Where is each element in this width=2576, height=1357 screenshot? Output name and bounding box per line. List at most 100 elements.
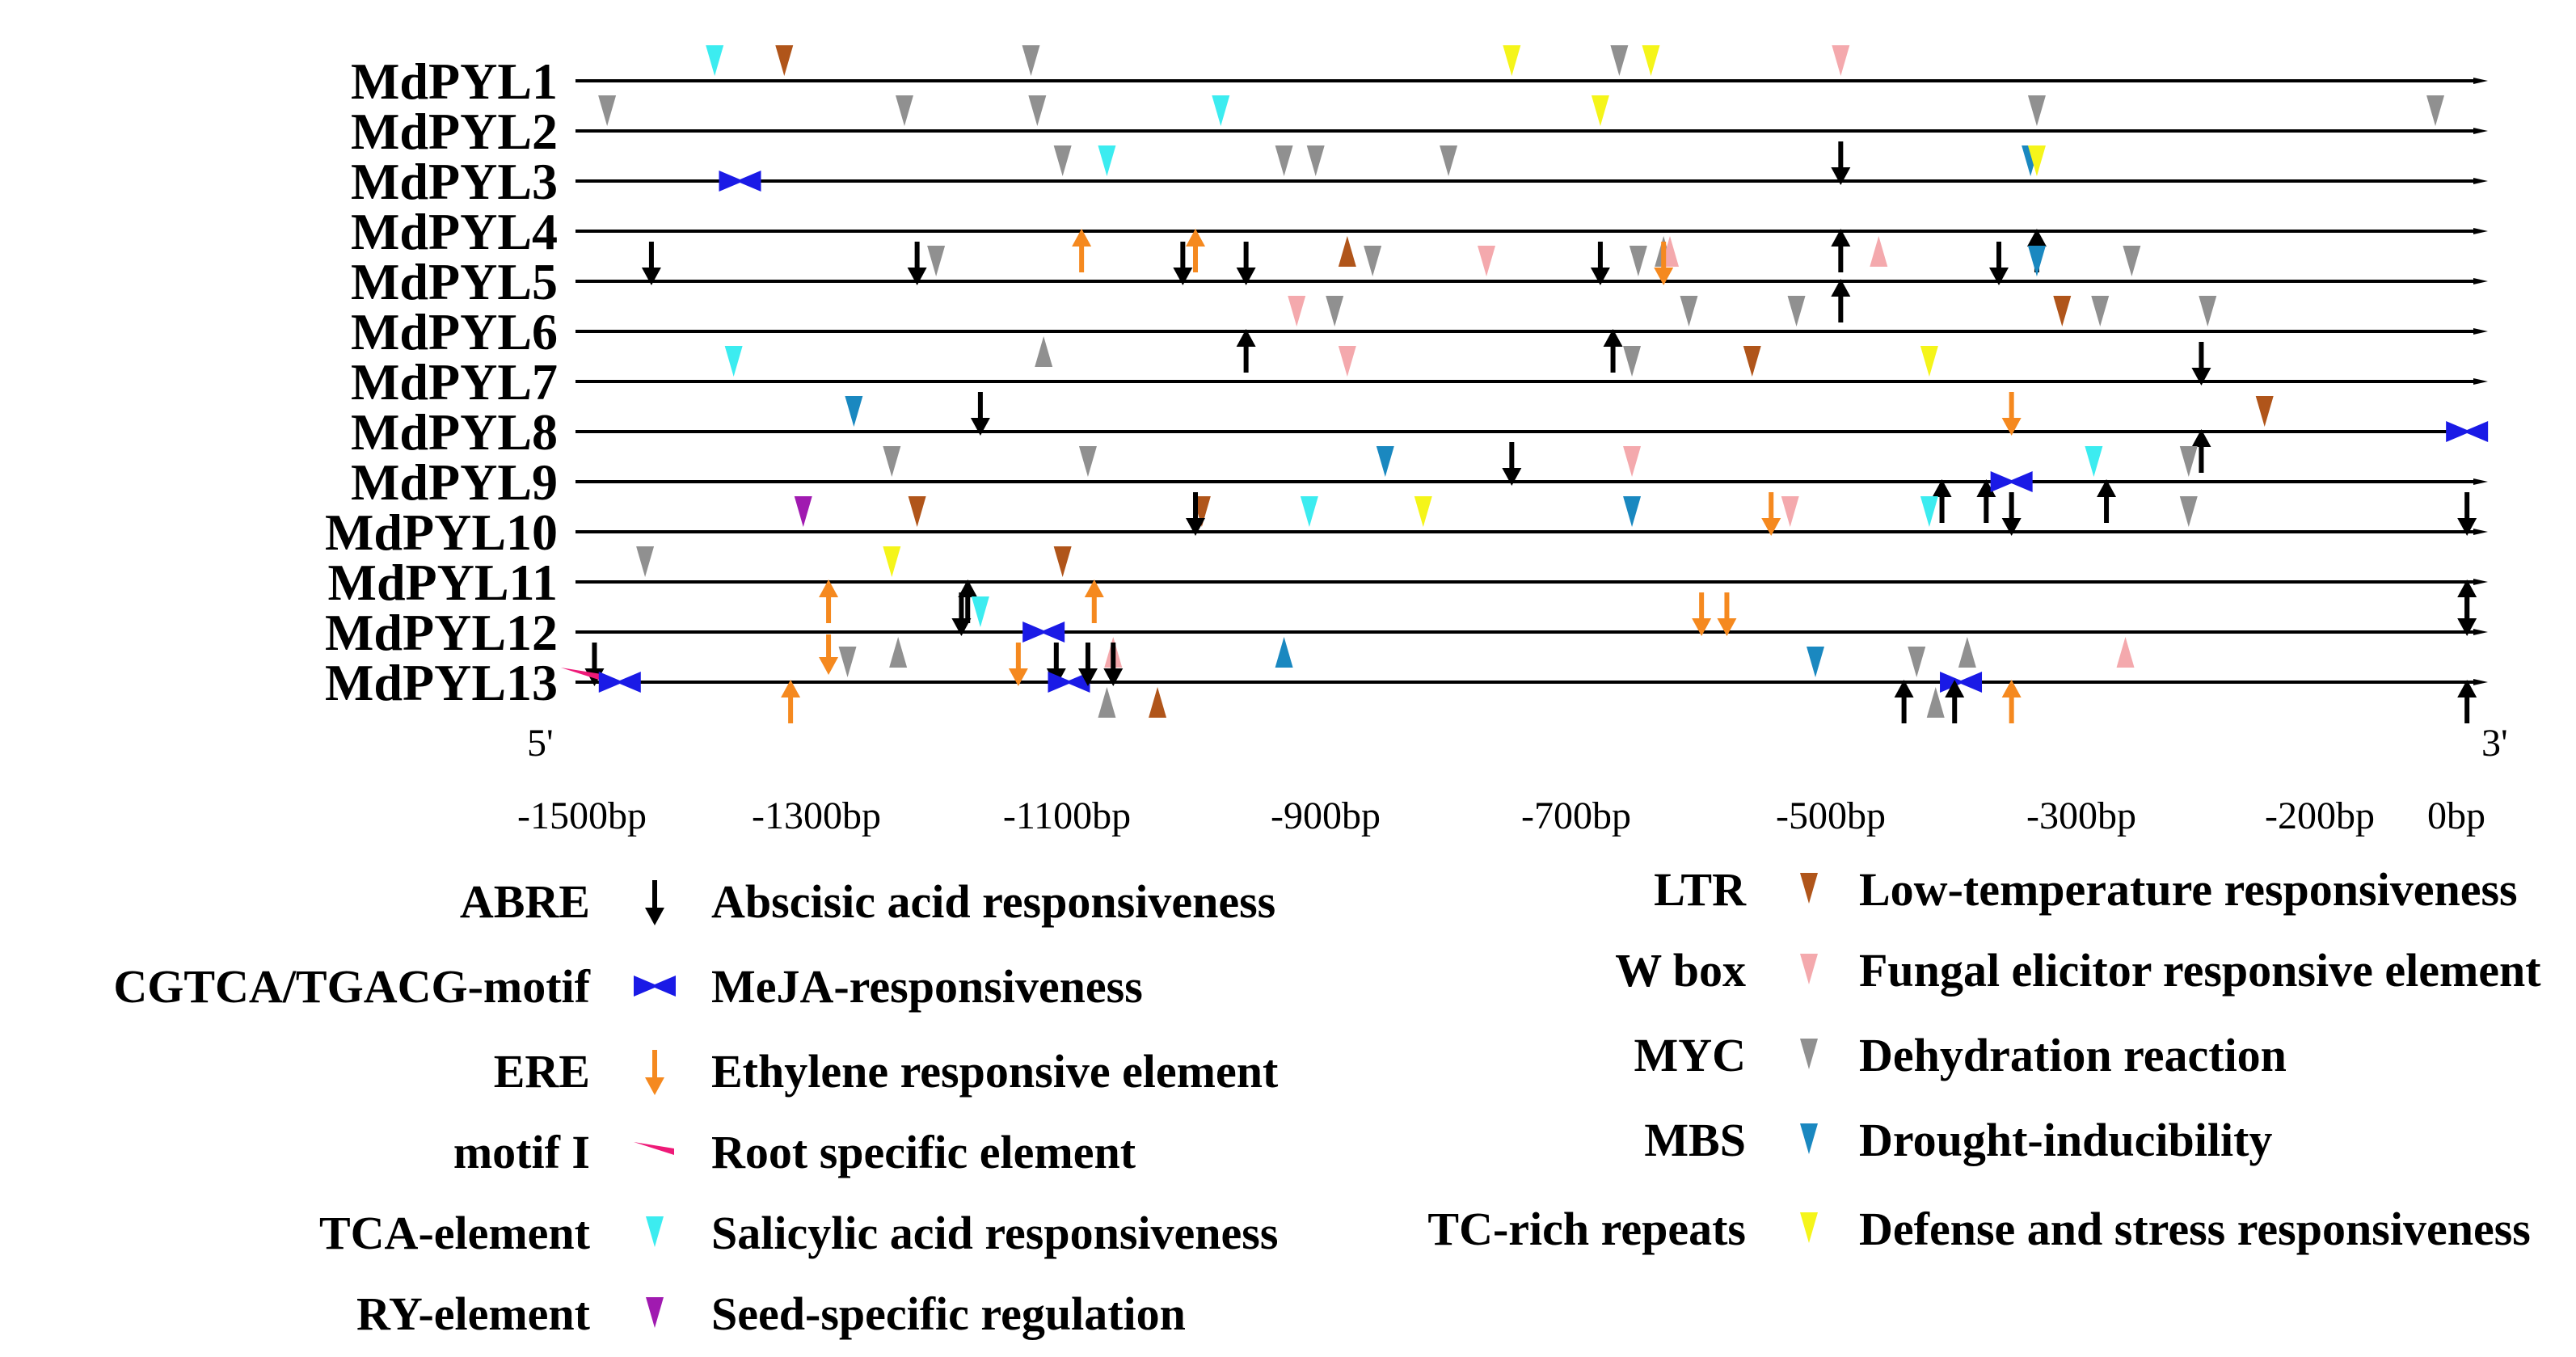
- cis-element-myc: [1078, 446, 1097, 477]
- cis-element-myc: [1958, 637, 1976, 668]
- legend_left-row-abre: ABRE Abscisic acid responsiveness: [460, 875, 1275, 928]
- legend-glyph-tc: [1800, 1212, 1818, 1243]
- cis-element-abre: [1831, 229, 1851, 272]
- axis-tick-label: -500bp: [1776, 794, 1886, 837]
- legend-glyph-cgtca: [634, 976, 676, 997]
- cis-element-myc: [883, 446, 901, 477]
- cis-element-tc: [1642, 45, 1660, 76]
- axis-tick-label: 0bp: [2427, 794, 2485, 837]
- cis-element-ere: [819, 634, 839, 675]
- cis-element-abre: [1077, 643, 1098, 686]
- axis-tick-label: -300bp: [2026, 794, 2136, 837]
- gene-label: MdPYL5: [351, 253, 558, 310]
- cis-element-tca: [1212, 95, 1230, 126]
- cis-element-myc: [1275, 145, 1293, 176]
- gene-label: MdPYL6: [351, 303, 558, 360]
- cis-element-ltr: [775, 45, 794, 76]
- cis-element-myc: [838, 647, 857, 677]
- cis-element-abre: [1236, 242, 1256, 285]
- cis-element-myc: [927, 246, 946, 276]
- axis-tick-label: -1500bp: [517, 794, 647, 837]
- cis-element-ltr: [1338, 236, 1356, 267]
- legend-label: TCA-element: [319, 1207, 591, 1259]
- axis-tick-label: -1300bp: [752, 794, 881, 837]
- legend_right-row-ltr: LTR Low-temperature responsiveness: [1654, 863, 2518, 916]
- cis-element-mbs: [1275, 637, 1293, 668]
- sequence-line-end: [2473, 378, 2488, 385]
- cis-element-myc: [1035, 336, 1053, 367]
- cis-element-myc: [1787, 296, 1806, 327]
- cis-element-myc: [1908, 647, 1926, 677]
- cis-element-abre: [2097, 479, 2117, 523]
- cis-element-myc: [1440, 145, 1458, 176]
- gene-labels: MdPYL1MdPYL2MdPYL3MdPYL4MdPYL5MdPYL6MdPY…: [325, 53, 558, 711]
- cis-elements: [560, 45, 2489, 723]
- cis-element-abre: [970, 392, 990, 436]
- cis-element-cgtca: [598, 672, 641, 693]
- legend-label: CGTCA/TGACG-motif: [113, 960, 590, 1013]
- cis-element-ere: [781, 680, 801, 723]
- legend-description: Abscisic acid responsiveness: [711, 875, 1275, 928]
- legend-glyph-tca: [646, 1216, 664, 1247]
- cis-element-ltr: [1053, 546, 1072, 577]
- cis-element-ere: [2001, 392, 2022, 436]
- cis-element-myc: [636, 546, 655, 577]
- cis-element-abre: [1945, 680, 1965, 723]
- position-axis: 5' 3' -1500bp -1300bp -1100bp -900bp -700bp -…: [517, 722, 2508, 837]
- cis-element-abre: [2457, 680, 2477, 723]
- gene-label: MdPYL1: [351, 53, 558, 110]
- cis-element-ltr: [2255, 396, 2274, 427]
- legend-label: MYC: [1634, 1029, 1746, 1081]
- legend-glyph-ltr: [1800, 873, 1818, 904]
- cis-element-ltr: [908, 496, 926, 527]
- cis-element-ltr: [1743, 346, 1761, 377]
- legend-description: Seed-specific regulation: [711, 1287, 1186, 1340]
- cis-element-myc: [2123, 246, 2141, 276]
- cis-element-mbs: [1376, 446, 1394, 477]
- cis-element-tc: [883, 546, 901, 577]
- cis-element-abre: [641, 242, 661, 285]
- sequence-line-end: [2473, 679, 2488, 685]
- legend-description: Low-temperature responsiveness: [1859, 863, 2518, 916]
- sequence-line-end: [2473, 629, 2488, 635]
- sequence-line-end: [2473, 328, 2488, 335]
- cis-element-abre: [1236, 329, 1256, 373]
- gene-label: MdPYL10: [325, 504, 558, 561]
- cis-element-myc: [1623, 346, 1642, 377]
- legend-glyph-mbs: [1800, 1123, 1818, 1154]
- cis-element-abre: [2457, 592, 2477, 636]
- cis-element-abre: [2457, 492, 2477, 536]
- gene-label: MdPYL7: [351, 353, 558, 411]
- cis-element-abre: [1831, 141, 1851, 185]
- cis-element-myc: [2179, 446, 2198, 477]
- cis-element-ere: [1186, 229, 1206, 272]
- legend_left-row-cgtca: CGTCA/TGACG-motif MeJA-responsiveness: [113, 960, 1142, 1013]
- cis-element-abre: [2191, 429, 2211, 473]
- cis-element-motifi: [560, 668, 601, 681]
- legend_right-row-myc: MYC Dehydration reaction: [1634, 1029, 2286, 1081]
- axis-tick-label: -200bp: [2265, 794, 2375, 837]
- cis-element-cgtca: [2446, 421, 2489, 442]
- sequence-line-end: [2473, 78, 2488, 84]
- sequence-line-end: [2473, 178, 2488, 184]
- cis-element-ere: [2001, 680, 2022, 723]
- legend_left-row-motifi: motif I Root specific element: [453, 1126, 1136, 1178]
- sequence-line-end: [2473, 579, 2488, 585]
- sequence-lines: [575, 78, 2488, 685]
- gene-label: MdPYL11: [328, 554, 558, 611]
- cis-element-ere: [1692, 592, 1712, 636]
- cis-element-myc: [1028, 95, 1047, 126]
- cis-element-abre: [2191, 342, 2211, 386]
- cis-element-ry: [794, 496, 812, 527]
- legend-label: ABRE: [460, 875, 590, 928]
- cis-element-wbox: [2116, 637, 2135, 668]
- cis-element-tca: [706, 45, 724, 76]
- axis-tick-label: -900bp: [1271, 794, 1381, 837]
- legend-glyph-motifi: [634, 1142, 674, 1155]
- cis-element-myc: [1926, 687, 1945, 718]
- gene-label: MdPYL12: [325, 604, 558, 661]
- cis-element-mbs: [1807, 647, 1825, 677]
- cis-element-abre: [1894, 680, 1914, 723]
- cis-element-abre: [1603, 329, 1623, 373]
- cis-element-ltr: [2053, 296, 2072, 327]
